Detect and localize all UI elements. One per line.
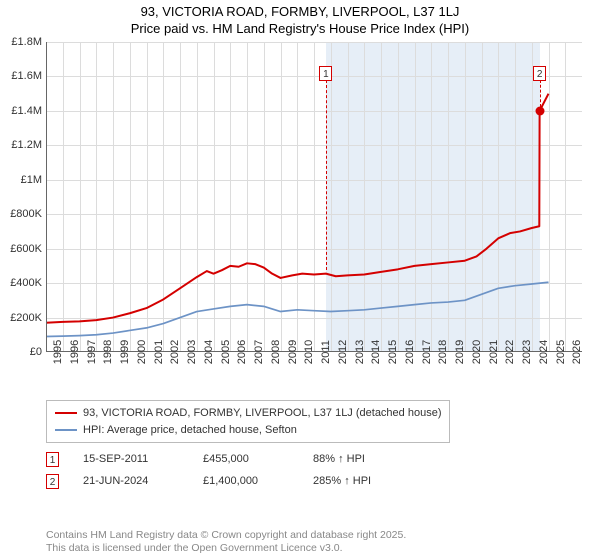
annotation-marker: 2 — [46, 474, 59, 489]
x-tick-label: 2000 — [130, 340, 148, 364]
footer-line2: This data is licensed under the Open Gov… — [46, 542, 406, 556]
x-tick-label: 2019 — [448, 340, 466, 364]
chart-marker-2: 2 — [533, 66, 546, 81]
legend-swatch — [55, 429, 77, 431]
series-svg — [46, 42, 582, 352]
x-tick-label: 2007 — [247, 340, 265, 364]
y-tick-label: £1.6M — [11, 70, 46, 82]
annotation-date: 15-SEP-2011 — [83, 453, 203, 465]
y-tick-label: £400K — [10, 277, 46, 289]
annotation-marker: 1 — [46, 452, 59, 467]
y-tick-label: £0 — [30, 346, 46, 358]
x-tick-label: 2004 — [197, 340, 215, 364]
plot-area: £0£200K£400K£600K£800K£1M£1.2M£1.4M£1.6M… — [46, 42, 582, 352]
x-tick-label: 2009 — [281, 340, 299, 364]
x-tick-label: 1996 — [63, 340, 81, 364]
legend-row: HPI: Average price, detached house, Seft… — [55, 422, 441, 439]
x-tick-label: 2002 — [163, 340, 181, 364]
x-tick-label: 2017 — [415, 340, 433, 364]
x-tick-label: 2005 — [214, 340, 232, 364]
legend: 93, VICTORIA ROAD, FORMBY, LIVERPOOL, L3… — [46, 400, 450, 443]
chart-title-line1: 93, VICTORIA ROAD, FORMBY, LIVERPOOL, L3… — [0, 4, 600, 21]
x-tick-label: 2001 — [147, 340, 165, 364]
annotation-table: 1 15-SEP-2011£455,00088% ↑ HPI 2 21-JUN-202… — [46, 448, 443, 492]
series-price_paid — [46, 94, 549, 323]
y-tick-label: £1.4M — [11, 105, 46, 117]
chart-marker-1: 1 — [319, 66, 332, 81]
x-tick-label: 2018 — [431, 340, 449, 364]
series-hpi — [46, 282, 549, 336]
legend-row: 93, VICTORIA ROAD, FORMBY, LIVERPOOL, L3… — [55, 405, 441, 422]
annotation-pct: 88% ↑ HPI — [313, 453, 443, 465]
x-tick-label: 2016 — [398, 340, 416, 364]
annotation-price: £455,000 — [203, 453, 313, 465]
x-tick-label: 1997 — [80, 340, 98, 364]
legend-swatch — [55, 412, 77, 414]
x-tick-label: 1995 — [46, 340, 64, 364]
y-tick-label: £1M — [21, 174, 46, 186]
annotation-pct: 285% ↑ HPI — [313, 475, 443, 487]
x-tick-label: 2003 — [180, 340, 198, 364]
legend-label: HPI: Average price, detached house, Seft… — [83, 422, 297, 439]
y-axis-line — [46, 42, 47, 352]
chart-marker-connector — [326, 80, 328, 270]
x-tick-label: 2025 — [549, 340, 567, 364]
chart-marker-connector — [540, 80, 542, 108]
x-tick-label: 2012 — [331, 340, 349, 364]
footer-line1: Contains HM Land Registry data © Crown c… — [46, 529, 406, 543]
annotation-row: 1 15-SEP-2011£455,00088% ↑ HPI — [46, 448, 443, 470]
y-tick-label: £600K — [10, 243, 46, 255]
x-tick-label: 1998 — [96, 340, 114, 364]
x-tick-label: 1999 — [113, 340, 131, 364]
y-tick-label: £1.2M — [11, 139, 46, 151]
x-tick-label: 2020 — [465, 340, 483, 364]
legend-label: 93, VICTORIA ROAD, FORMBY, LIVERPOOL, L3… — [83, 405, 441, 422]
x-tick-label: 2021 — [482, 340, 500, 364]
y-tick-label: £1.8M — [11, 36, 46, 48]
x-tick-label: 2024 — [532, 340, 550, 364]
x-tick-label: 2011 — [314, 340, 332, 364]
y-tick-label: £200K — [10, 312, 46, 324]
x-tick-label: 2023 — [515, 340, 533, 364]
x-tick-label: 2022 — [498, 340, 516, 364]
annotation-price: £1,400,000 — [203, 475, 313, 487]
chart-container: 93, VICTORIA ROAD, FORMBY, LIVERPOOL, L3… — [0, 0, 600, 560]
title-block: 93, VICTORIA ROAD, FORMBY, LIVERPOOL, L3… — [0, 0, 600, 38]
x-tick-label: 2015 — [381, 340, 399, 364]
x-tick-label: 2006 — [230, 340, 248, 364]
annotation-date: 21-JUN-2024 — [83, 475, 203, 487]
x-tick-label: 2008 — [264, 340, 282, 364]
series-end-marker — [535, 106, 544, 115]
y-tick-label: £800K — [10, 208, 46, 220]
footer-attribution: Contains HM Land Registry data © Crown c… — [46, 529, 406, 556]
x-tick-label: 2026 — [565, 340, 583, 364]
annotation-row: 2 21-JUN-2024£1,400,000285% ↑ HPI — [46, 470, 443, 492]
x-tick-label: 2014 — [364, 340, 382, 364]
chart-title-line2: Price paid vs. HM Land Registry's House … — [0, 21, 600, 38]
x-tick-label: 2010 — [297, 340, 315, 364]
x-tick-label: 2013 — [348, 340, 366, 364]
